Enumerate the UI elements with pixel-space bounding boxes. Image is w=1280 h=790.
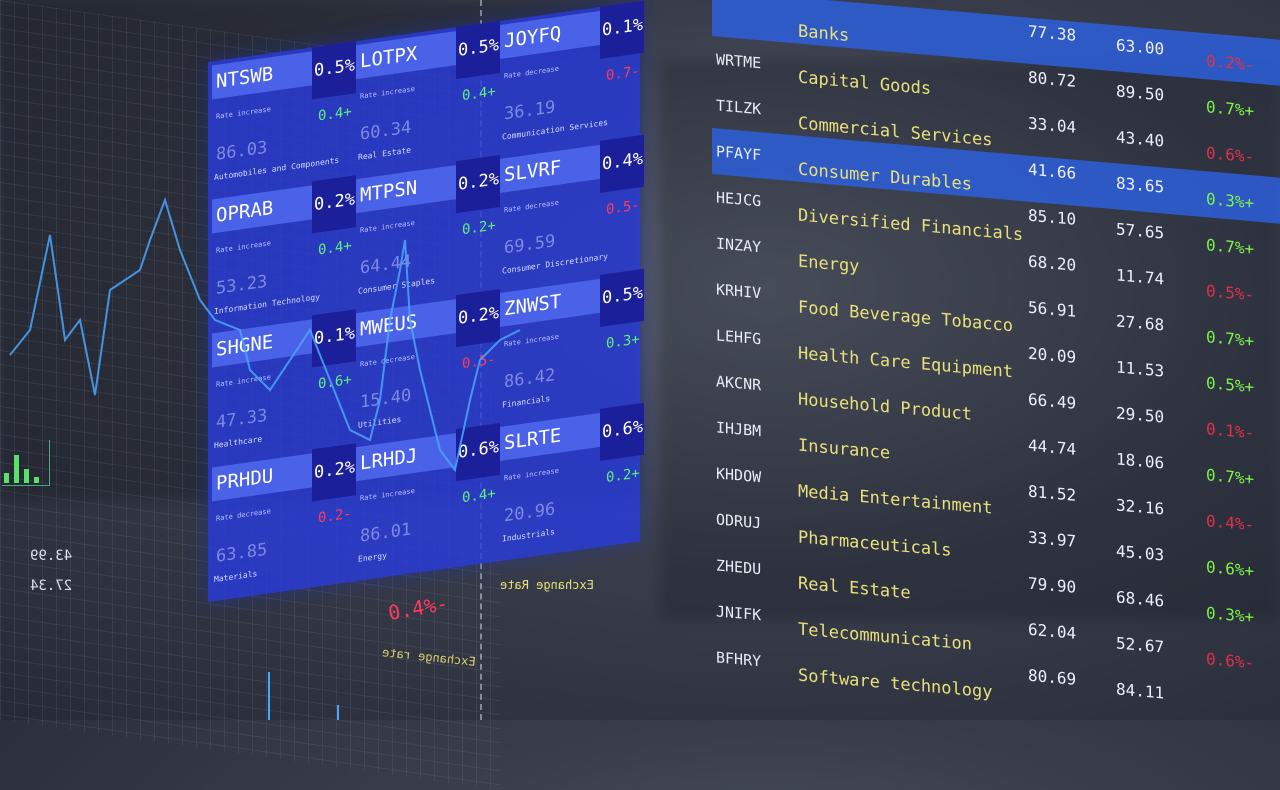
bar: [4, 473, 9, 483]
price-cell: 45.03: [1116, 541, 1165, 565]
ticker-cell: LEHFG: [716, 326, 762, 349]
price-cell: 63.00: [1116, 35, 1165, 59]
price-cell: 84.11: [1116, 679, 1165, 703]
bar: [34, 477, 39, 483]
ticker-cell: PFAYF: [716, 142, 762, 165]
price-cell: 44.74: [1028, 435, 1077, 459]
ticker-cell: ZHEDU: [716, 556, 762, 579]
sector-price-table: Banks 77.38 63.00 0.2%- WRTME Capital Goods 80…: [712, 0, 1280, 732]
price-cell: 41.66: [1028, 159, 1077, 183]
price-cell: 66.49: [1028, 389, 1077, 413]
price-cell: 80.69: [1028, 665, 1077, 689]
price-cell: 79.90: [1028, 573, 1077, 597]
trend-line: [9, 196, 521, 473]
price-cell: 62.04: [1028, 619, 1077, 643]
price-cell: 81.52: [1028, 481, 1077, 505]
bar: [24, 469, 29, 483]
price-cell: 52.67: [1116, 633, 1165, 657]
price-cell: 18.06: [1116, 449, 1165, 473]
price-cell: 85.10: [1028, 205, 1077, 229]
ticker-cell: TILZK: [716, 96, 762, 119]
price-cell: 57.65: [1116, 219, 1165, 243]
price-cell: 68.20: [1028, 251, 1077, 275]
price-cell: 89.50: [1116, 81, 1165, 105]
ticker-cell: JNIFK: [716, 602, 762, 625]
change-cell: 0.3%+: [1206, 189, 1255, 213]
change-cell: 0.5%+: [1206, 373, 1255, 397]
price-cell: 68.46: [1116, 587, 1165, 611]
price-cell: 11.53: [1116, 357, 1165, 381]
price-cell: 80.72: [1028, 67, 1077, 91]
ticker-cell: IHJBM: [716, 418, 762, 441]
change-cell: 0.6%-: [1206, 143, 1255, 167]
ticker-cell: ODRUJ: [716, 510, 762, 533]
price-cell: 33.97: [1028, 527, 1077, 551]
mini-bar-chart: [2, 440, 50, 486]
sector-cell: Banks: [798, 21, 850, 47]
price-cell: 43.40: [1116, 127, 1165, 151]
change-cell: 0.2%-: [1206, 51, 1255, 75]
ticker-cell: INZAY: [716, 234, 762, 257]
ticker-cell: KRHIV: [716, 280, 762, 303]
change-cell: 0.7%+: [1206, 327, 1255, 351]
change-cell: 0.4%-: [1206, 511, 1255, 535]
price-cell: 27.68: [1116, 311, 1165, 335]
line-chart-overlay: [9, 196, 521, 720]
price-cell: 56.91: [1028, 297, 1077, 321]
price-cell: 33.04: [1028, 113, 1077, 137]
change-cell: 0.6%+: [1206, 557, 1255, 581]
bar: [14, 455, 19, 483]
price-cell: 32.16: [1116, 495, 1165, 519]
change-cell: 0.5%-: [1206, 281, 1255, 305]
ticker-cell: WRTME: [716, 50, 762, 73]
ticker-cell: BFHRY: [716, 648, 762, 671]
change-cell: 0.1%-: [1206, 419, 1255, 443]
change-cell: 0.7%+: [1206, 235, 1255, 259]
change-cell: 0.3%+: [1206, 603, 1255, 627]
price-cell: 83.65: [1116, 173, 1165, 197]
change-cell: 0.7%+: [1206, 97, 1255, 121]
price-cell: 20.09: [1028, 343, 1077, 367]
change-cell: 0.7%+: [1206, 465, 1255, 489]
change-cell: 0.6%-: [1206, 649, 1255, 673]
price-cell: 29.50: [1116, 403, 1165, 427]
price-cell: 77.38: [1028, 21, 1077, 45]
sector-cell: Energy: [798, 251, 860, 277]
ticker-cell: KHDOW: [716, 464, 762, 487]
ticker-cell: HEJCG: [716, 188, 762, 211]
price-cell: 11.74: [1116, 265, 1165, 289]
ticker-cell: AKCNR: [716, 372, 762, 395]
